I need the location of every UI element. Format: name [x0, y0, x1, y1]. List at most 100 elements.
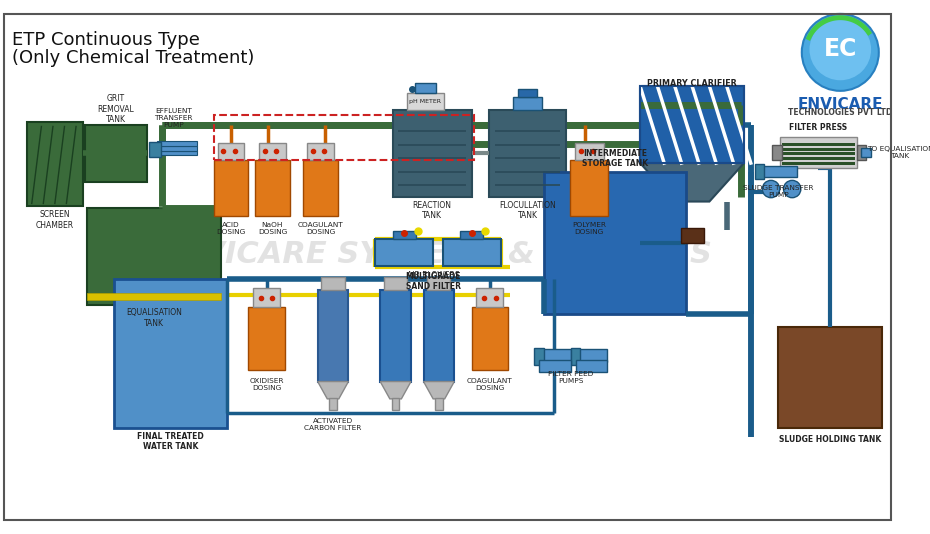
Text: SCREEN
CHAMBER: SCREEN CHAMBER: [35, 210, 73, 230]
Text: TECHNOLOGIES PVT LTD: TECHNOLOGIES PVT LTD: [788, 108, 893, 117]
Bar: [761, 166, 797, 177]
Text: SLUDGE TRANSFER
PUMP: SLUDGE TRANSFER PUMP: [743, 185, 814, 199]
Bar: [539, 360, 571, 372]
Bar: [681, 229, 704, 243]
Bar: [407, 93, 444, 110]
Text: POLYMER
DOSING: POLYMER DOSING: [572, 222, 606, 235]
Bar: [779, 137, 857, 168]
Bar: [781, 143, 855, 146]
Text: EFFLUENT
TRANSFER
PUMP: EFFLUENT TRANSFER PUMP: [154, 108, 193, 128]
Bar: [303, 160, 338, 216]
Bar: [322, 277, 345, 290]
Text: (Only Chemical Treatment): (Only Chemical Treatment): [11, 49, 254, 67]
Bar: [781, 147, 855, 151]
Text: MULTIGRADE
SAND FILTER: MULTIGRADE SAND FILTER: [405, 272, 461, 291]
Text: FINAL TREATED
WATER TANK: FINAL TREATED WATER TANK: [137, 431, 204, 451]
Bar: [86, 208, 221, 304]
Text: FLOCULLATION
TANK: FLOCULLATION TANK: [499, 200, 556, 220]
Bar: [861, 147, 871, 158]
Bar: [255, 160, 290, 216]
Bar: [518, 89, 538, 97]
Bar: [423, 290, 455, 381]
Bar: [489, 110, 566, 197]
Text: TO EQUALISATION
TANK: TO EQUALISATION TANK: [867, 146, 930, 159]
Bar: [259, 143, 286, 160]
Bar: [214, 115, 473, 160]
Bar: [214, 160, 248, 216]
Text: COAGULANT
DOSING: COAGULANT DOSING: [467, 378, 512, 391]
Bar: [571, 348, 580, 365]
Bar: [754, 164, 764, 179]
Text: AIR BLOWERS: AIR BLOWERS: [406, 271, 459, 280]
Text: PRIMARY CLARIFIER: PRIMARY CLARIFIER: [647, 78, 737, 88]
Bar: [376, 239, 433, 266]
Bar: [85, 124, 147, 182]
Text: pH METER: pH METER: [409, 99, 442, 104]
Bar: [380, 290, 411, 381]
Bar: [307, 143, 334, 160]
Text: INTERMEDIATE
STORAGE TANK: INTERMEDIATE STORAGE TANK: [582, 148, 648, 168]
Text: SLUDGE HOLDING TANK: SLUDGE HOLDING TANK: [778, 435, 881, 444]
Bar: [443, 239, 500, 266]
Bar: [575, 143, 604, 160]
Bar: [218, 143, 245, 160]
Bar: [576, 349, 607, 362]
Bar: [157, 151, 197, 155]
Bar: [428, 277, 450, 290]
Circle shape: [809, 19, 871, 80]
Bar: [576, 360, 607, 372]
Polygon shape: [423, 381, 455, 399]
Bar: [157, 141, 197, 146]
Bar: [392, 231, 416, 239]
Circle shape: [802, 14, 879, 91]
Bar: [248, 308, 285, 370]
Bar: [460, 231, 484, 239]
Circle shape: [783, 180, 801, 198]
Polygon shape: [318, 381, 349, 399]
Text: NaOH
DOSING: NaOH DOSING: [258, 222, 287, 235]
Bar: [781, 158, 855, 160]
Bar: [253, 288, 280, 308]
Text: FILTER PRESS: FILTER PRESS: [789, 123, 847, 132]
Bar: [329, 398, 337, 411]
Text: REACTION
TANK: REACTION TANK: [413, 200, 452, 220]
Text: EQUALISATION
TANK: EQUALISATION TANK: [126, 308, 182, 328]
Text: ETP Continuous Type: ETP Continuous Type: [11, 31, 199, 49]
Bar: [392, 110, 472, 197]
Text: OXIDISER
DOSING: OXIDISER DOSING: [249, 378, 284, 391]
Text: ACID
DOSING: ACID DOSING: [217, 222, 246, 235]
Circle shape: [763, 180, 779, 198]
Bar: [539, 349, 571, 362]
Text: EC: EC: [824, 37, 857, 61]
Bar: [772, 145, 781, 160]
Polygon shape: [640, 163, 744, 201]
Bar: [781, 153, 855, 155]
Bar: [435, 398, 443, 411]
Bar: [534, 348, 544, 365]
Bar: [149, 142, 161, 158]
Bar: [640, 86, 744, 163]
Bar: [113, 279, 227, 428]
Bar: [781, 162, 855, 165]
Text: FILTER FEED
PUMPS: FILTER FEED PUMPS: [548, 371, 593, 384]
Bar: [472, 308, 508, 370]
Bar: [777, 327, 882, 428]
Bar: [513, 97, 542, 110]
Text: ENVICARE SYSTEMS & SERVICES: ENVICARE SYSTEMS & SERVICES: [154, 240, 711, 269]
Bar: [476, 288, 503, 308]
Bar: [857, 145, 866, 160]
Text: COAGULANT
DOSING: COAGULANT DOSING: [298, 222, 343, 235]
Bar: [415, 83, 436, 93]
Text: ENVICARE: ENVICARE: [798, 97, 883, 112]
Bar: [640, 86, 744, 163]
Bar: [27, 122, 83, 206]
Bar: [392, 398, 400, 411]
Bar: [544, 172, 686, 314]
Text: GRIT
REMOVAL
TANK: GRIT REMOVAL TANK: [98, 94, 134, 124]
Bar: [570, 160, 608, 216]
Bar: [318, 290, 349, 381]
Bar: [384, 277, 407, 290]
Bar: [86, 293, 221, 300]
Polygon shape: [380, 381, 411, 399]
Text: ACTIVATED
CARBON FILTER: ACTIVATED CARBON FILTER: [304, 418, 362, 431]
